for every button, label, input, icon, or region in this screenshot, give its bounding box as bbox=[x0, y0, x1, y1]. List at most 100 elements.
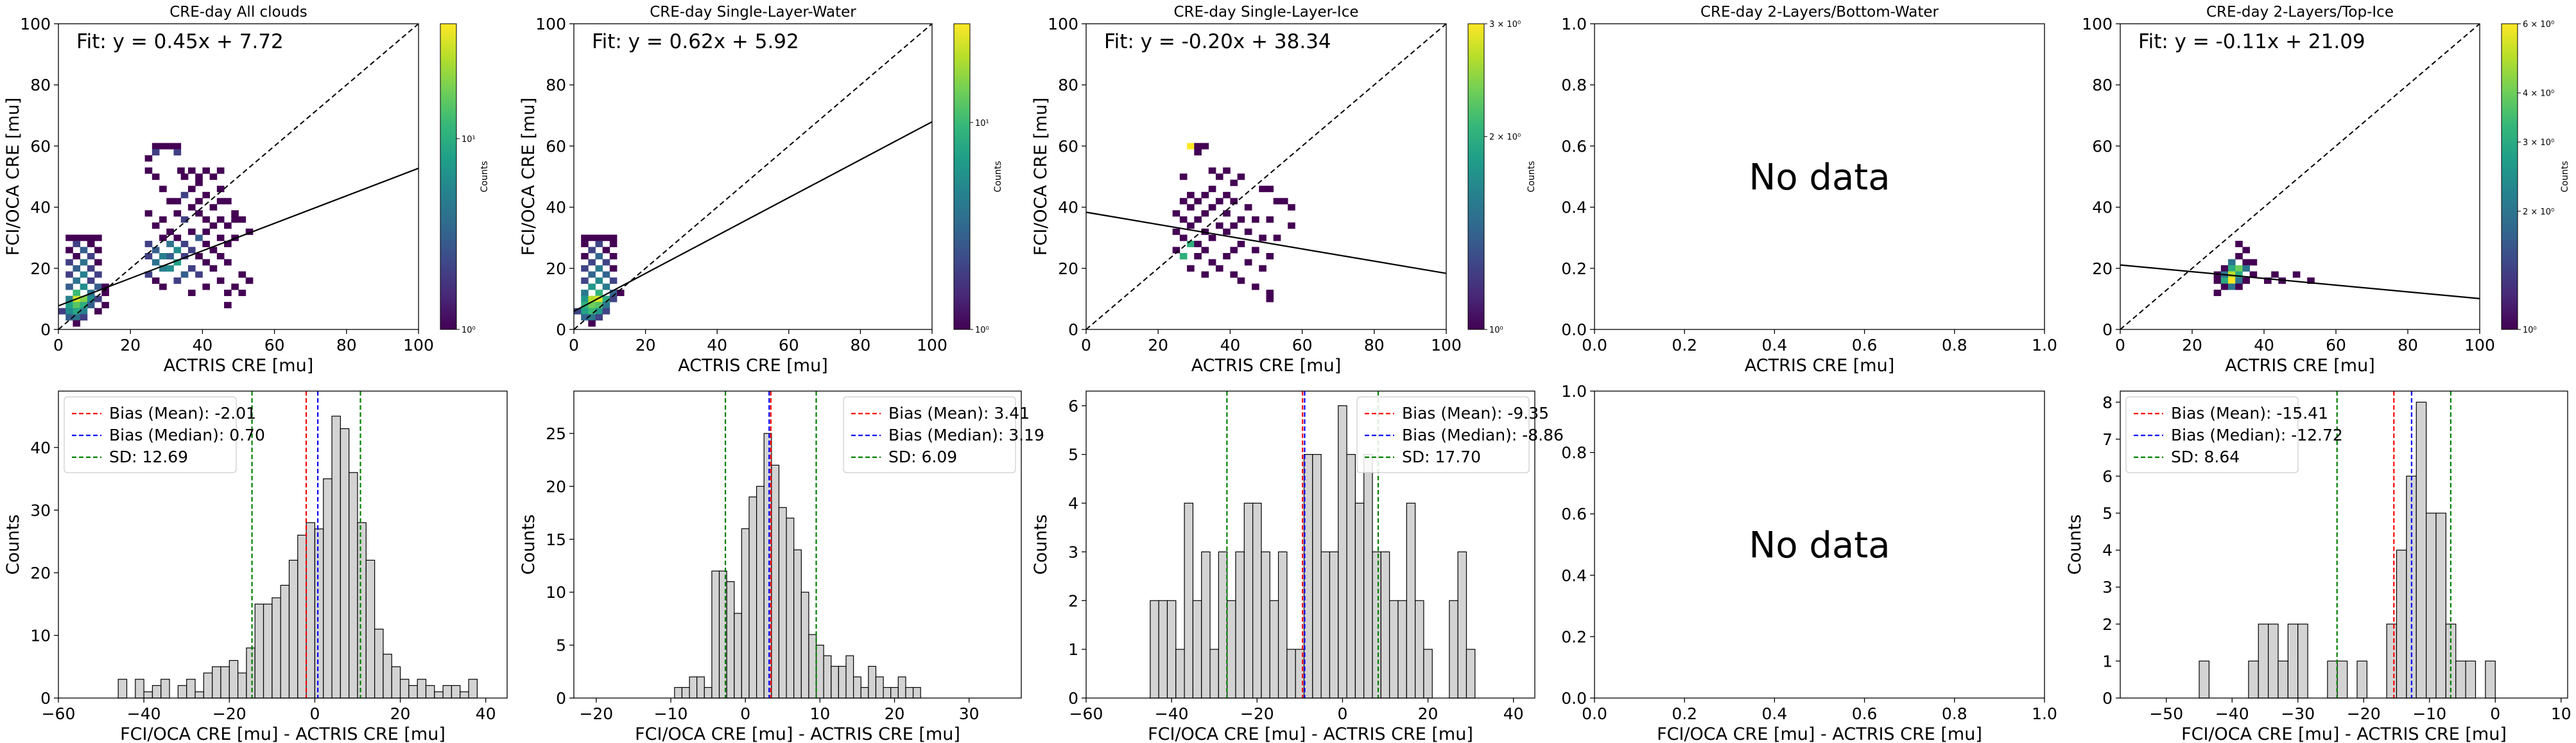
histogram-panel-3-bar bbox=[1277, 551, 1288, 699]
scatter-panel-3-cell bbox=[1244, 228, 1252, 235]
scatter-panel-2-cell bbox=[609, 290, 618, 297]
scatter-panel-1-cell bbox=[73, 308, 81, 315]
scatter-panel-1-ytick-label: 80 bbox=[30, 76, 51, 94]
histogram-panel-1-bar bbox=[331, 415, 341, 699]
histogram-panel-1-legend-entry: Bias (Mean): -2.01 bbox=[109, 404, 256, 423]
histogram-panel-3-legend: Bias (Mean): -9.35 Bias (Median): -8.86 SD… bbox=[1356, 396, 1564, 473]
scatter-panel-2-cell bbox=[602, 302, 610, 309]
scatter-panel-3-cell bbox=[1179, 198, 1188, 205]
histogram-panel-5-bar bbox=[2406, 475, 2417, 699]
scatter-panel-5-colorbar-tick-label: 6 × 10⁰ bbox=[2523, 20, 2554, 30]
histogram-panel-5-bar bbox=[2268, 624, 2279, 699]
scatter-panel-1-cell bbox=[173, 198, 182, 205]
histogram-panel-1-bar bbox=[272, 597, 281, 699]
scatter-panel-3-cell bbox=[1194, 143, 1202, 150]
histogram-panel-2-bar bbox=[778, 507, 787, 699]
scatter-panel-3-cell bbox=[1266, 295, 1274, 302]
scatter-panel-1-cell bbox=[187, 204, 196, 211]
scatter-panel-5-cell bbox=[2228, 277, 2236, 284]
histogram-panel-5-legend-entry: SD: 8.64 bbox=[2171, 448, 2240, 466]
scatter-panel-2-fit-text: Fit: y = 0.62x + 5.92 bbox=[592, 30, 799, 53]
histogram-panel-1-bar bbox=[349, 472, 358, 699]
histogram-panel-1-bar bbox=[323, 478, 333, 699]
histogram-panel-1-bar bbox=[451, 685, 461, 699]
scatter-panel-1-cell bbox=[151, 149, 160, 156]
histogram-panel-4-xtick-label: 0.0 bbox=[1582, 704, 1607, 723]
histogram-panel-3-bar bbox=[1397, 600, 1407, 699]
histogram-panel-4: 0.0 0.2 0.4 0.6 0.8 1.0 0.0 0.2 0.4 0.6 0.8 1.0 FCI/… bbox=[1561, 382, 2057, 743]
scatter-panel-1-fit-text: Fit: y = 0.45x + 7.72 bbox=[76, 30, 284, 53]
histogram-panel-2-bar bbox=[897, 676, 906, 699]
scatter-panel-3-colorbar-tick-label: 3 × 10⁰ bbox=[1489, 20, 1521, 30]
scatter-panel-2-colorbar-tick-label: 10⁰ bbox=[975, 326, 989, 335]
histogram-panel-2-bar bbox=[912, 686, 921, 699]
scatter-panel-5-xtick-label: 0 bbox=[2115, 336, 2125, 354]
scatter-panel-3-cell bbox=[1223, 210, 1231, 217]
scatter-panel-1-cell bbox=[195, 271, 203, 278]
scatter-panel-3-cell bbox=[1252, 216, 1259, 223]
scatter-panel-1-cell bbox=[80, 308, 88, 315]
histogram-panel-1-xtick-label: −60 bbox=[42, 704, 76, 723]
histogram-panel-5-bar bbox=[2297, 624, 2308, 699]
histogram-panel-3-legend-entry: Bias (Mean): -9.35 bbox=[1402, 404, 1549, 423]
histogram-panel-1-bar bbox=[212, 666, 221, 699]
histogram-panel-4-ytick-label: 0.2 bbox=[1561, 627, 1587, 646]
histogram-panel-5-ylabel: Counts bbox=[2065, 514, 2085, 575]
scatter-panel-1-cell bbox=[151, 222, 160, 229]
scatter-panel-5-cell bbox=[2292, 271, 2301, 278]
scatter-panel-1-cell bbox=[159, 216, 167, 223]
histogram-panel-5-ytick-label: 7 bbox=[2102, 430, 2113, 449]
histogram-panel-5-ytick-label: 5 bbox=[2102, 504, 2113, 523]
histogram-panel-2-legend-entry: SD: 6.09 bbox=[888, 448, 957, 466]
histogram-panel-1-xlabel: FCI/OCA CRE [mu] - ACTRIS CRE [mu] bbox=[120, 724, 445, 743]
histogram-panel-2-bar bbox=[838, 665, 847, 699]
scatter-panel-1-xtick-label: 100 bbox=[403, 336, 434, 354]
scatter-panel-1-cell bbox=[238, 290, 246, 297]
scatter-panel-5-ytick-label: 80 bbox=[2092, 76, 2113, 94]
scatter-panel-1-cell bbox=[87, 265, 95, 272]
histogram-panel-3: −60 −40 −20 0 20 40 0 1 2 3 4 5 6 FCI/OCA CRE [mu] - … bbox=[1031, 390, 1564, 743]
scatter-panel-5-cell bbox=[2235, 283, 2243, 290]
scatter-panel-1-cell bbox=[94, 271, 102, 278]
scatter-panel-3-cell bbox=[1208, 186, 1216, 193]
scatter-panel-2-xtick-label: 60 bbox=[779, 336, 799, 354]
scatter-panel-1-cell bbox=[65, 234, 73, 241]
scatter-panel-1-cell bbox=[245, 277, 254, 284]
scatter-panel-3-cell bbox=[1223, 191, 1231, 198]
scatter-panel-1-cell bbox=[238, 216, 246, 223]
scatter-panel-5-colorbar-tick-label: 10⁰ bbox=[2523, 326, 2537, 335]
scatter-panel-1-cell bbox=[151, 259, 160, 266]
histogram-panel-1-bar bbox=[117, 679, 128, 699]
scatter-panel-2-cell bbox=[602, 259, 610, 266]
scatter-panel-1-cell bbox=[202, 216, 211, 223]
scatter-panel-1-cell bbox=[166, 265, 174, 272]
scatter-panel-4-ytick-label: 0.4 bbox=[1561, 198, 1587, 217]
histogram-panel-5-ytick-label: 8 bbox=[2102, 393, 2113, 412]
scatter-panel-1-identity-line bbox=[58, 23, 419, 330]
scatter-panel-3-fit-text: Fit: y = -0.20x + 38.34 bbox=[1104, 30, 1331, 53]
scatter-panel-1-ytick-label: 0 bbox=[40, 320, 51, 339]
histogram-panel-1-ytick-label: 40 bbox=[30, 439, 51, 457]
scatter-panel-1-cell bbox=[87, 295, 95, 302]
scatter-panel-1-cell bbox=[224, 259, 232, 266]
scatter-panel-1-cell bbox=[195, 198, 203, 205]
scatter-panel-5-cell bbox=[2213, 277, 2222, 284]
histogram-panel-1-legend-entry: Bias (Median): 0.70 bbox=[109, 426, 265, 444]
histogram-panel-1-ylabel: Counts bbox=[3, 514, 23, 575]
scatter-panel-5-cell bbox=[2242, 277, 2250, 284]
scatter-panel-3-colorbar-label: Counts bbox=[1526, 161, 1537, 193]
histogram-panel-4-xlabel: FCI/OCA CRE [mu] - ACTRIS CRE [mu] bbox=[1657, 724, 1982, 743]
scatter-panel-1-cell bbox=[80, 247, 88, 254]
histogram-panel-1-ytick-label: 0 bbox=[40, 689, 51, 708]
scatter-panel-5-cell bbox=[2307, 277, 2315, 284]
scatter-panel-1-cell bbox=[87, 240, 95, 247]
scatter-panel-1-cell bbox=[173, 277, 182, 284]
histogram-panel-3-ytick-label: 1 bbox=[1068, 640, 1078, 659]
scatter-panel-3-colorbar-gradient bbox=[1467, 23, 1485, 330]
scatter-panel-2-cell bbox=[581, 290, 589, 297]
histogram-panel-5-bar bbox=[2386, 624, 2398, 699]
scatter-panel-1: CRE-day All clouds 0 20 40 60 80 100 0 20 40 60 80 1… bbox=[3, 4, 490, 376]
histogram-panel-1-bar bbox=[203, 672, 213, 699]
scatter-panel-3-cell bbox=[1187, 265, 1195, 272]
